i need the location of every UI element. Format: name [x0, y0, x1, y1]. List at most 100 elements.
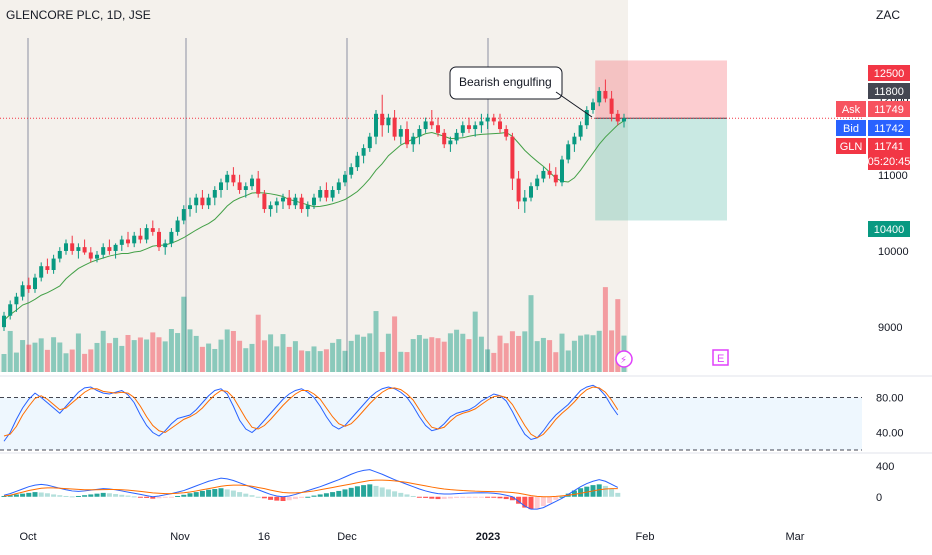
volume-bar	[88, 349, 94, 372]
macd-histogram-bar	[168, 496, 174, 498]
volume-bar	[206, 343, 212, 372]
candle-body	[380, 113, 385, 126]
candle-body	[119, 239, 124, 245]
candle-body	[510, 136, 515, 179]
price-label-value: 11742	[874, 123, 904, 135]
macd-histogram-bar	[534, 496, 540, 509]
macd-histogram-bar	[286, 496, 292, 501]
macd-histogram-bar	[100, 492, 106, 497]
candle-body	[26, 285, 31, 290]
candle-body	[324, 190, 329, 198]
macd-histogram-bar	[466, 496, 472, 498]
volume-bar	[522, 331, 528, 372]
macd-histogram-bar	[323, 493, 329, 497]
price-label-value: 12500	[874, 68, 905, 80]
price-label-tag	[836, 101, 866, 117]
macd-histogram-bar	[516, 496, 522, 504]
price-label-name: GLN	[840, 141, 863, 153]
candle-body	[305, 205, 310, 210]
volume-bar	[404, 352, 410, 372]
macd-level-label: 400	[876, 461, 894, 473]
macd-histogram-bar	[13, 494, 19, 497]
volume-bar	[460, 333, 466, 372]
macd-histogram-bar	[311, 495, 317, 497]
volume-bar	[392, 316, 398, 372]
candle-body	[597, 90, 602, 103]
volume-bar	[602, 287, 608, 372]
volume-bar	[398, 351, 404, 372]
candle-body	[423, 121, 428, 130]
candle-body	[188, 205, 192, 210]
volume-bar	[1, 354, 7, 372]
candle-body	[144, 228, 149, 240]
macd-histogram-bar	[416, 496, 422, 498]
macd-histogram-bar	[119, 494, 125, 497]
volume-bar	[491, 352, 497, 372]
volume-bar	[615, 299, 621, 372]
time-axis-tick: Feb	[636, 531, 655, 543]
price-label-box	[868, 83, 910, 99]
macd-histogram-bar	[63, 495, 69, 497]
macd-histogram-bar	[193, 492, 199, 497]
macd-histogram-bar	[125, 495, 131, 497]
volume-bar	[379, 351, 385, 372]
candle-body	[200, 197, 205, 206]
candle-body	[330, 190, 335, 198]
macd-histogram-bar	[144, 496, 150, 498]
candle-body	[405, 129, 409, 145]
macd-histogram-bar	[385, 489, 391, 497]
macd-histogram-bar	[472, 496, 478, 498]
volume-bar	[274, 346, 280, 372]
macd-histogram-bar	[553, 496, 559, 500]
volume-bar	[509, 331, 515, 372]
candle-body	[429, 121, 434, 126]
macd-histogram-bar	[243, 493, 249, 497]
volume-bar	[361, 336, 367, 372]
macd-histogram-bar	[261, 496, 267, 499]
volume-bar	[131, 340, 137, 372]
volume-bar	[528, 295, 534, 372]
candle-body	[39, 266, 44, 278]
candle-body	[262, 193, 267, 210]
candle-body	[479, 121, 484, 126]
volume-bar	[565, 350, 571, 372]
macd-histogram-bar	[342, 489, 348, 497]
macd-histogram-bar	[38, 492, 44, 497]
macd-histogram-bar	[199, 490, 205, 497]
volume-bar	[230, 330, 236, 372]
macd-histogram-bar	[528, 496, 534, 510]
volume-bar	[243, 348, 249, 372]
macd-histogram-bar	[423, 496, 429, 498]
candle-body	[82, 247, 87, 253]
macd-histogram-bar	[268, 496, 274, 500]
volume-bar	[175, 333, 181, 372]
volume-bar	[503, 343, 509, 372]
macd-histogram-bar	[212, 489, 218, 497]
time-axis-tick: Mar	[786, 531, 805, 543]
candle-body	[157, 231, 161, 248]
volume-bar	[441, 341, 447, 372]
macd-histogram-bar	[218, 488, 224, 497]
volume-bar	[534, 341, 540, 372]
candle-body	[442, 132, 447, 145]
volume-bar	[342, 350, 348, 372]
volume-bar	[51, 337, 57, 372]
candle-body	[70, 243, 75, 251]
volume-bar	[224, 329, 230, 372]
price-label-box	[868, 138, 910, 170]
volume-bar	[292, 341, 298, 372]
volume-bar	[268, 334, 274, 372]
price-label-value: 11741	[874, 141, 904, 153]
macd-histogram-bar	[596, 484, 602, 497]
macd-level-label: 0	[876, 492, 882, 504]
lightning-icon: ⚡	[620, 355, 627, 366]
price-label-value: 10400	[874, 224, 905, 236]
volume-bar	[144, 339, 150, 372]
volume-bar	[199, 346, 205, 372]
volume-bar	[38, 338, 44, 372]
candle-body	[163, 243, 168, 248]
candle-body	[467, 125, 471, 130]
volume-bar	[547, 340, 553, 372]
